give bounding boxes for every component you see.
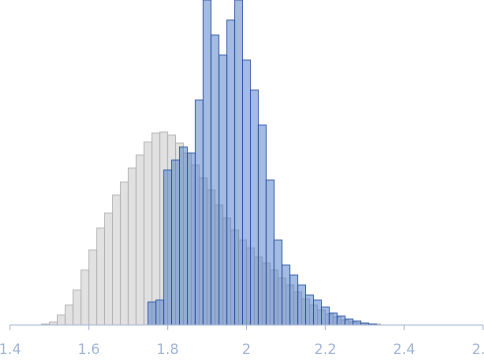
- histogram-bar: [320, 306, 330, 326]
- histogram-bar: [210, 34, 220, 326]
- histogram-bar: [135, 154, 145, 326]
- histogram-bar: [163, 169, 173, 326]
- histogram-bar: [112, 194, 121, 326]
- histogram-bar: [305, 294, 314, 326]
- histogram-bar: [143, 141, 153, 326]
- histogram-bar: [88, 249, 98, 326]
- histogram-bar: [80, 269, 90, 326]
- histogram-bar: [202, 0, 212, 326]
- histogram-bar: [242, 59, 251, 326]
- histogram-bar: [250, 89, 259, 326]
- histogram-bar: [336, 315, 346, 326]
- histogram-bar: [179, 146, 188, 326]
- histogram-bar: [265, 179, 275, 326]
- histogram-bar: [155, 299, 165, 326]
- x-tick-label: 1.6: [78, 342, 100, 358]
- histogram-bar: [171, 159, 180, 326]
- histogram-bar: [297, 284, 307, 326]
- x-tick-label: 1.8: [157, 342, 179, 358]
- histogram-bar: [186, 152, 196, 326]
- histogram-bar: [328, 312, 338, 326]
- x-tick-label: 1.4: [0, 342, 21, 358]
- histogram-bar: [234, 0, 243, 326]
- histogram-bar: [147, 301, 157, 326]
- x-tick-label: 2: [242, 342, 251, 358]
- histogram-bar: [257, 124, 267, 326]
- histogram-bar: [194, 99, 204, 326]
- histogram-bar: [313, 299, 322, 326]
- histogram-bar: [72, 289, 82, 326]
- histogram-bar: [64, 304, 74, 326]
- histogram-bar: [281, 264, 291, 326]
- histogram-bar: [352, 320, 362, 326]
- x-tick-label: 2.2: [314, 342, 336, 358]
- histogram-bar: [96, 227, 106, 326]
- histogram-bar: [119, 181, 129, 326]
- histogram-bar: [289, 274, 299, 326]
- histogram-bar: [127, 167, 137, 326]
- histogram-bar: [104, 212, 113, 326]
- histogram-bar: [226, 19, 236, 326]
- histogram-bar: [273, 239, 283, 326]
- histogram-bar: [344, 318, 354, 326]
- histogram-bar: [218, 54, 228, 326]
- x-tick-label: 2.6: [472, 342, 484, 358]
- histogram-bar: [151, 132, 161, 326]
- x-tick-label: 2.4: [393, 342, 415, 358]
- histogram-bar: [56, 314, 66, 326]
